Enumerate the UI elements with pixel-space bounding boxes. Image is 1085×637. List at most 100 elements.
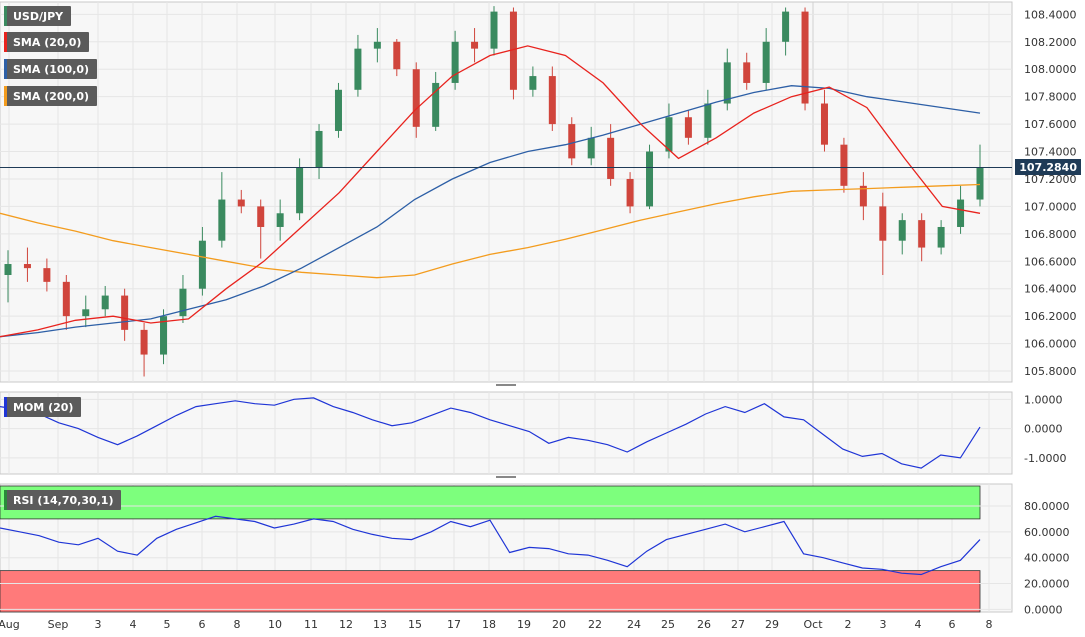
candle-body	[568, 124, 576, 159]
candle-body	[684, 117, 692, 138]
legend-symbol-label: USD/JPY	[13, 9, 64, 23]
candle-body	[23, 264, 31, 269]
x-tick-label: 25	[661, 618, 675, 631]
candle-body	[471, 41, 479, 49]
candle-body	[160, 316, 168, 355]
candle-body	[587, 137, 595, 159]
legend-sma200[interactable]: SMA (200,0)	[4, 86, 98, 106]
legend-momentum[interactable]: MOM (20)	[4, 397, 82, 417]
legend-symbol[interactable]: USD/JPY	[4, 6, 72, 26]
candle-body	[607, 137, 615, 179]
legend-sma100[interactable]: SMA (100,0)	[4, 59, 98, 79]
candle-body	[4, 264, 12, 275]
y-tick-label: 0.0000	[1024, 423, 1063, 436]
x-tick-label: 5	[164, 618, 171, 631]
legend-sma20-label: SMA (20,0)	[13, 35, 82, 49]
current-price-tag: 107.2840	[1015, 159, 1081, 176]
candle-body	[529, 76, 537, 90]
x-tick-label: 13	[373, 618, 387, 631]
x-tick-label: 24	[627, 618, 641, 631]
x-tick-label: 12	[339, 618, 353, 631]
x-tick-label: 8	[986, 618, 993, 631]
legend-sma20[interactable]: SMA (20,0)	[4, 32, 90, 52]
candle-body	[62, 281, 70, 317]
legend-rsi-swatch	[4, 490, 7, 510]
y-tick-label: 107.8000	[1024, 91, 1077, 104]
y-tick-label: 106.2000	[1024, 310, 1077, 323]
y-tick-label: 108.4000	[1024, 8, 1077, 21]
candle-body	[334, 89, 342, 131]
legend-symbol-swatch	[4, 6, 7, 26]
candle-body	[354, 48, 362, 90]
x-tick-label: 11	[304, 618, 318, 631]
y-tick-label: 20.0000	[1024, 578, 1070, 591]
pane-frame-1	[0, 391, 1013, 475]
candle-body	[937, 226, 945, 248]
legend-sma200-swatch	[4, 86, 7, 106]
candles	[4, 6, 984, 377]
candle-body	[432, 82, 440, 127]
candle-body	[743, 62, 751, 83]
candle-body	[257, 206, 265, 227]
candle-body	[82, 309, 90, 317]
legend-rsi[interactable]: RSI (14,70,30,1)	[4, 490, 122, 510]
y-tick-label: 107.0000	[1024, 200, 1077, 213]
legend-sma20-swatch	[4, 32, 7, 52]
candle-body	[976, 167, 984, 200]
x-tick-label: 18	[482, 618, 496, 631]
y-tick-label: 80.0000	[1024, 500, 1070, 513]
legend-sma200-label: SMA (200,0)	[13, 89, 90, 103]
y-tick-label: 106.0000	[1024, 338, 1077, 351]
x-tick-label: 10	[268, 618, 282, 631]
sma200-line	[0, 183, 981, 279]
x-tick-label: 3	[95, 618, 102, 631]
candle-body	[548, 76, 556, 125]
legend-sma100-swatch	[4, 59, 7, 79]
x-tick-label: 3	[880, 618, 887, 631]
pane-frame-0	[0, 1, 1013, 383]
candle-body	[373, 41, 381, 49]
candle-body	[840, 144, 848, 186]
pane-splitter	[496, 384, 516, 386]
candle-body	[276, 213, 284, 227]
x-tick-label: 4	[130, 618, 137, 631]
x-tick-label: 8	[234, 618, 241, 631]
candle-body	[296, 167, 304, 214]
x-tick-label: 17	[447, 618, 461, 631]
x-tick-label: 27	[731, 618, 745, 631]
candle-body	[237, 199, 245, 207]
candle-body	[43, 268, 51, 282]
candle-body	[509, 11, 517, 90]
candle-body	[918, 220, 926, 248]
momentum-line	[0, 397, 981, 469]
y-tick-label: 106.6000	[1024, 255, 1077, 268]
candle-body	[762, 41, 770, 83]
pane-splitter	[496, 476, 516, 478]
y-tick-label: 107.6000	[1024, 118, 1077, 131]
x-tick-label: 2	[845, 618, 852, 631]
y-tick-label: 105.8000	[1024, 365, 1077, 378]
sma100-line	[0, 85, 981, 338]
y-tick-label: 108.0000	[1024, 63, 1077, 76]
y-tick-label: 106.4000	[1024, 283, 1077, 296]
y-tick-label: 1.0000	[1024, 393, 1063, 406]
candle-body	[101, 295, 109, 310]
y-tick-label: 107.4000	[1024, 146, 1077, 159]
legend-rsi-label: RSI (14,70,30,1)	[13, 493, 114, 507]
candle-body	[957, 199, 965, 227]
legend-momentum-swatch	[4, 397, 7, 417]
rsi-oversold-zone	[0, 570, 981, 613]
x-tick-label: 6	[199, 618, 206, 631]
candle-body	[626, 178, 634, 207]
rsi-line	[0, 515, 981, 576]
x-tick-label: 22	[588, 618, 602, 631]
candle-body	[859, 185, 867, 207]
x-tick-label: 4	[915, 618, 922, 631]
candle-body	[198, 240, 206, 289]
x-tick-label: 6	[949, 618, 956, 631]
y-tick-label: 106.8000	[1024, 228, 1077, 241]
x-tick-label: Oct	[803, 618, 823, 631]
legend-sma100-label: SMA (100,0)	[13, 62, 90, 76]
candle-body	[218, 199, 226, 241]
